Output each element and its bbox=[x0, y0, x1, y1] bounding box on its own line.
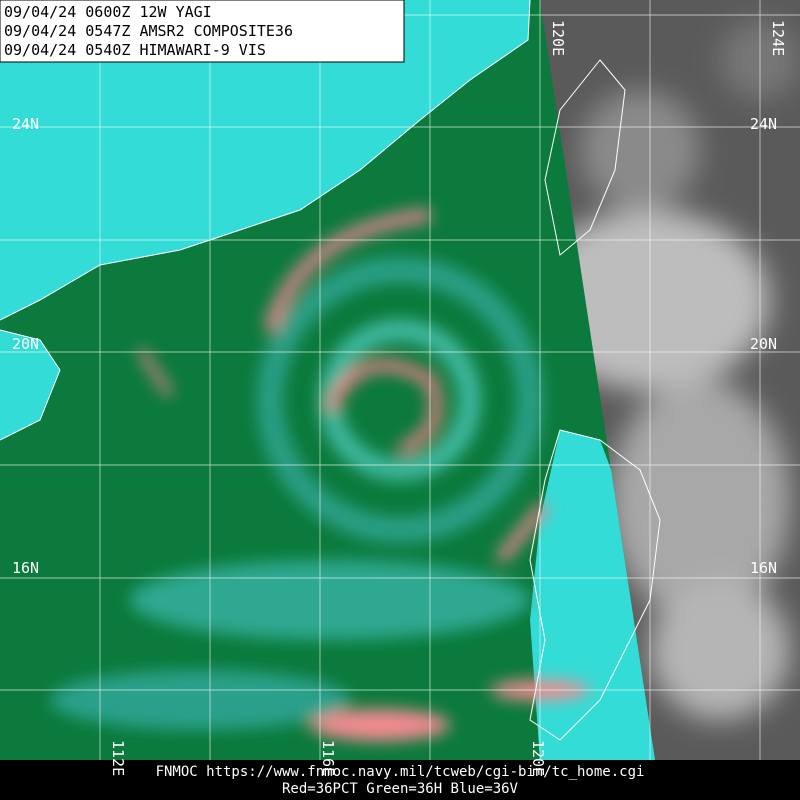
lon-label: 124E bbox=[769, 20, 787, 56]
lon-label: 120E bbox=[529, 740, 547, 776]
lon-label: 116E bbox=[319, 740, 337, 776]
lat-label: 20N bbox=[750, 335, 777, 353]
lat-label: 16N bbox=[12, 559, 39, 577]
footer-line: FNMOC https://www.fnmoc.navy.mil/tcweb/c… bbox=[156, 764, 645, 780]
lon-label: 112E bbox=[109, 740, 127, 776]
lat-label: 16N bbox=[750, 559, 777, 577]
lon-label: 120E bbox=[549, 20, 567, 56]
lat-label: 20N bbox=[12, 335, 39, 353]
coastlines bbox=[0, 0, 661, 741]
lat-label: 24N bbox=[750, 115, 777, 133]
footer-line: Red=36PCT Green=36H Blue=36V bbox=[282, 781, 519, 797]
header-box bbox=[0, 0, 405, 63]
lat-label: 24N bbox=[12, 115, 39, 133]
header-line: 09/04/24 0600Z 12W YAGI bbox=[4, 3, 212, 21]
header-line: 09/04/24 0540Z HIMAWARI-9 VIS bbox=[4, 41, 266, 59]
header-line: 09/04/24 0547Z AMSR2 COMPOSITE36 bbox=[4, 22, 293, 40]
